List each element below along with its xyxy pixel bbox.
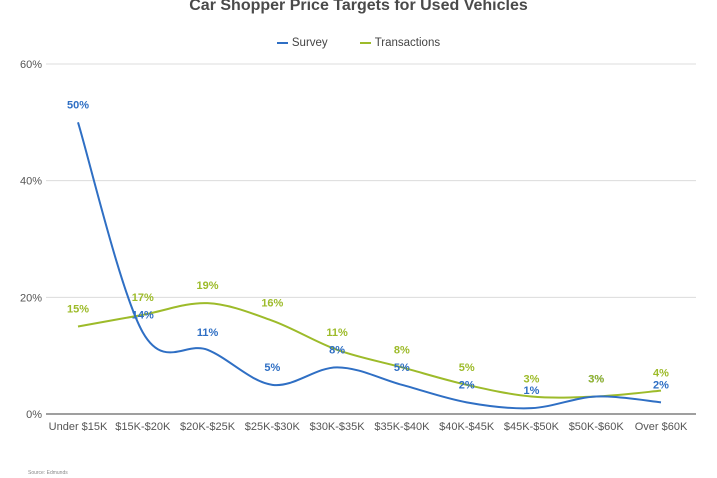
data-label-transactions: 3% bbox=[588, 374, 604, 386]
x-tick-label: $25K-$30K bbox=[245, 421, 301, 433]
data-label-transactions: 15% bbox=[67, 304, 89, 316]
data-label-transactions: 3% bbox=[523, 374, 539, 386]
data-label-survey: 14% bbox=[132, 309, 154, 321]
legend-item-survey: Survey bbox=[276, 37, 328, 49]
x-tick-label: $45K-$50K bbox=[504, 421, 560, 433]
y-tick-label: 0% bbox=[26, 409, 42, 421]
y-tick-label: 60% bbox=[20, 59, 42, 71]
data-label-transactions: 19% bbox=[197, 280, 219, 292]
x-tick-label: Over $60K bbox=[635, 421, 688, 433]
data-label-survey: 5% bbox=[264, 362, 280, 374]
legend-label-transactions: Transactions bbox=[374, 37, 441, 49]
data-label-transactions: 8% bbox=[394, 344, 410, 356]
y-tick-label: 20% bbox=[20, 292, 42, 304]
legend-swatch-survey bbox=[276, 42, 288, 44]
data-label-transactions: 17% bbox=[132, 292, 154, 304]
data-label-survey: 11% bbox=[197, 327, 219, 339]
legend: Survey Transactions bbox=[0, 37, 717, 49]
y-tick-label: 40% bbox=[20, 176, 42, 188]
legend-label-survey: Survey bbox=[291, 37, 328, 49]
data-label-transactions: 4% bbox=[653, 368, 669, 380]
data-label-survey: 3% bbox=[588, 374, 604, 386]
x-tick-label: $50K-$60K bbox=[569, 421, 625, 433]
chart-title: Car Shopper Price Targets for Used Vehic… bbox=[189, 0, 528, 14]
data-label-survey: 8% bbox=[329, 344, 345, 356]
data-label-survey: 1% bbox=[523, 385, 539, 397]
x-tick-label: $30K-$35K bbox=[310, 421, 366, 433]
data-label-survey: 2% bbox=[459, 379, 475, 391]
x-tick-label: Under $15K bbox=[49, 421, 108, 433]
data-label-transactions: 5% bbox=[459, 362, 475, 374]
legend-item-transactions: Transactions bbox=[359, 37, 441, 49]
data-label-transactions: 16% bbox=[261, 298, 283, 310]
x-tick-label: $40K-$45K bbox=[439, 421, 495, 433]
data-label-survey: 5% bbox=[394, 362, 410, 374]
data-label-survey: 2% bbox=[653, 379, 669, 391]
legend-swatch-transactions bbox=[359, 42, 371, 44]
x-tick-label: $15K-$20K bbox=[115, 421, 171, 433]
x-tick-label: $20K-$25K bbox=[180, 421, 236, 433]
data-label-survey: 50% bbox=[67, 99, 89, 111]
source-note: Source: Edmunds bbox=[28, 470, 68, 476]
series-line-transactions bbox=[77, 302, 662, 399]
data-label-transactions: 11% bbox=[326, 327, 348, 339]
x-tick-label: $35K-$40K bbox=[374, 421, 430, 433]
series-line-survey bbox=[77, 122, 662, 410]
